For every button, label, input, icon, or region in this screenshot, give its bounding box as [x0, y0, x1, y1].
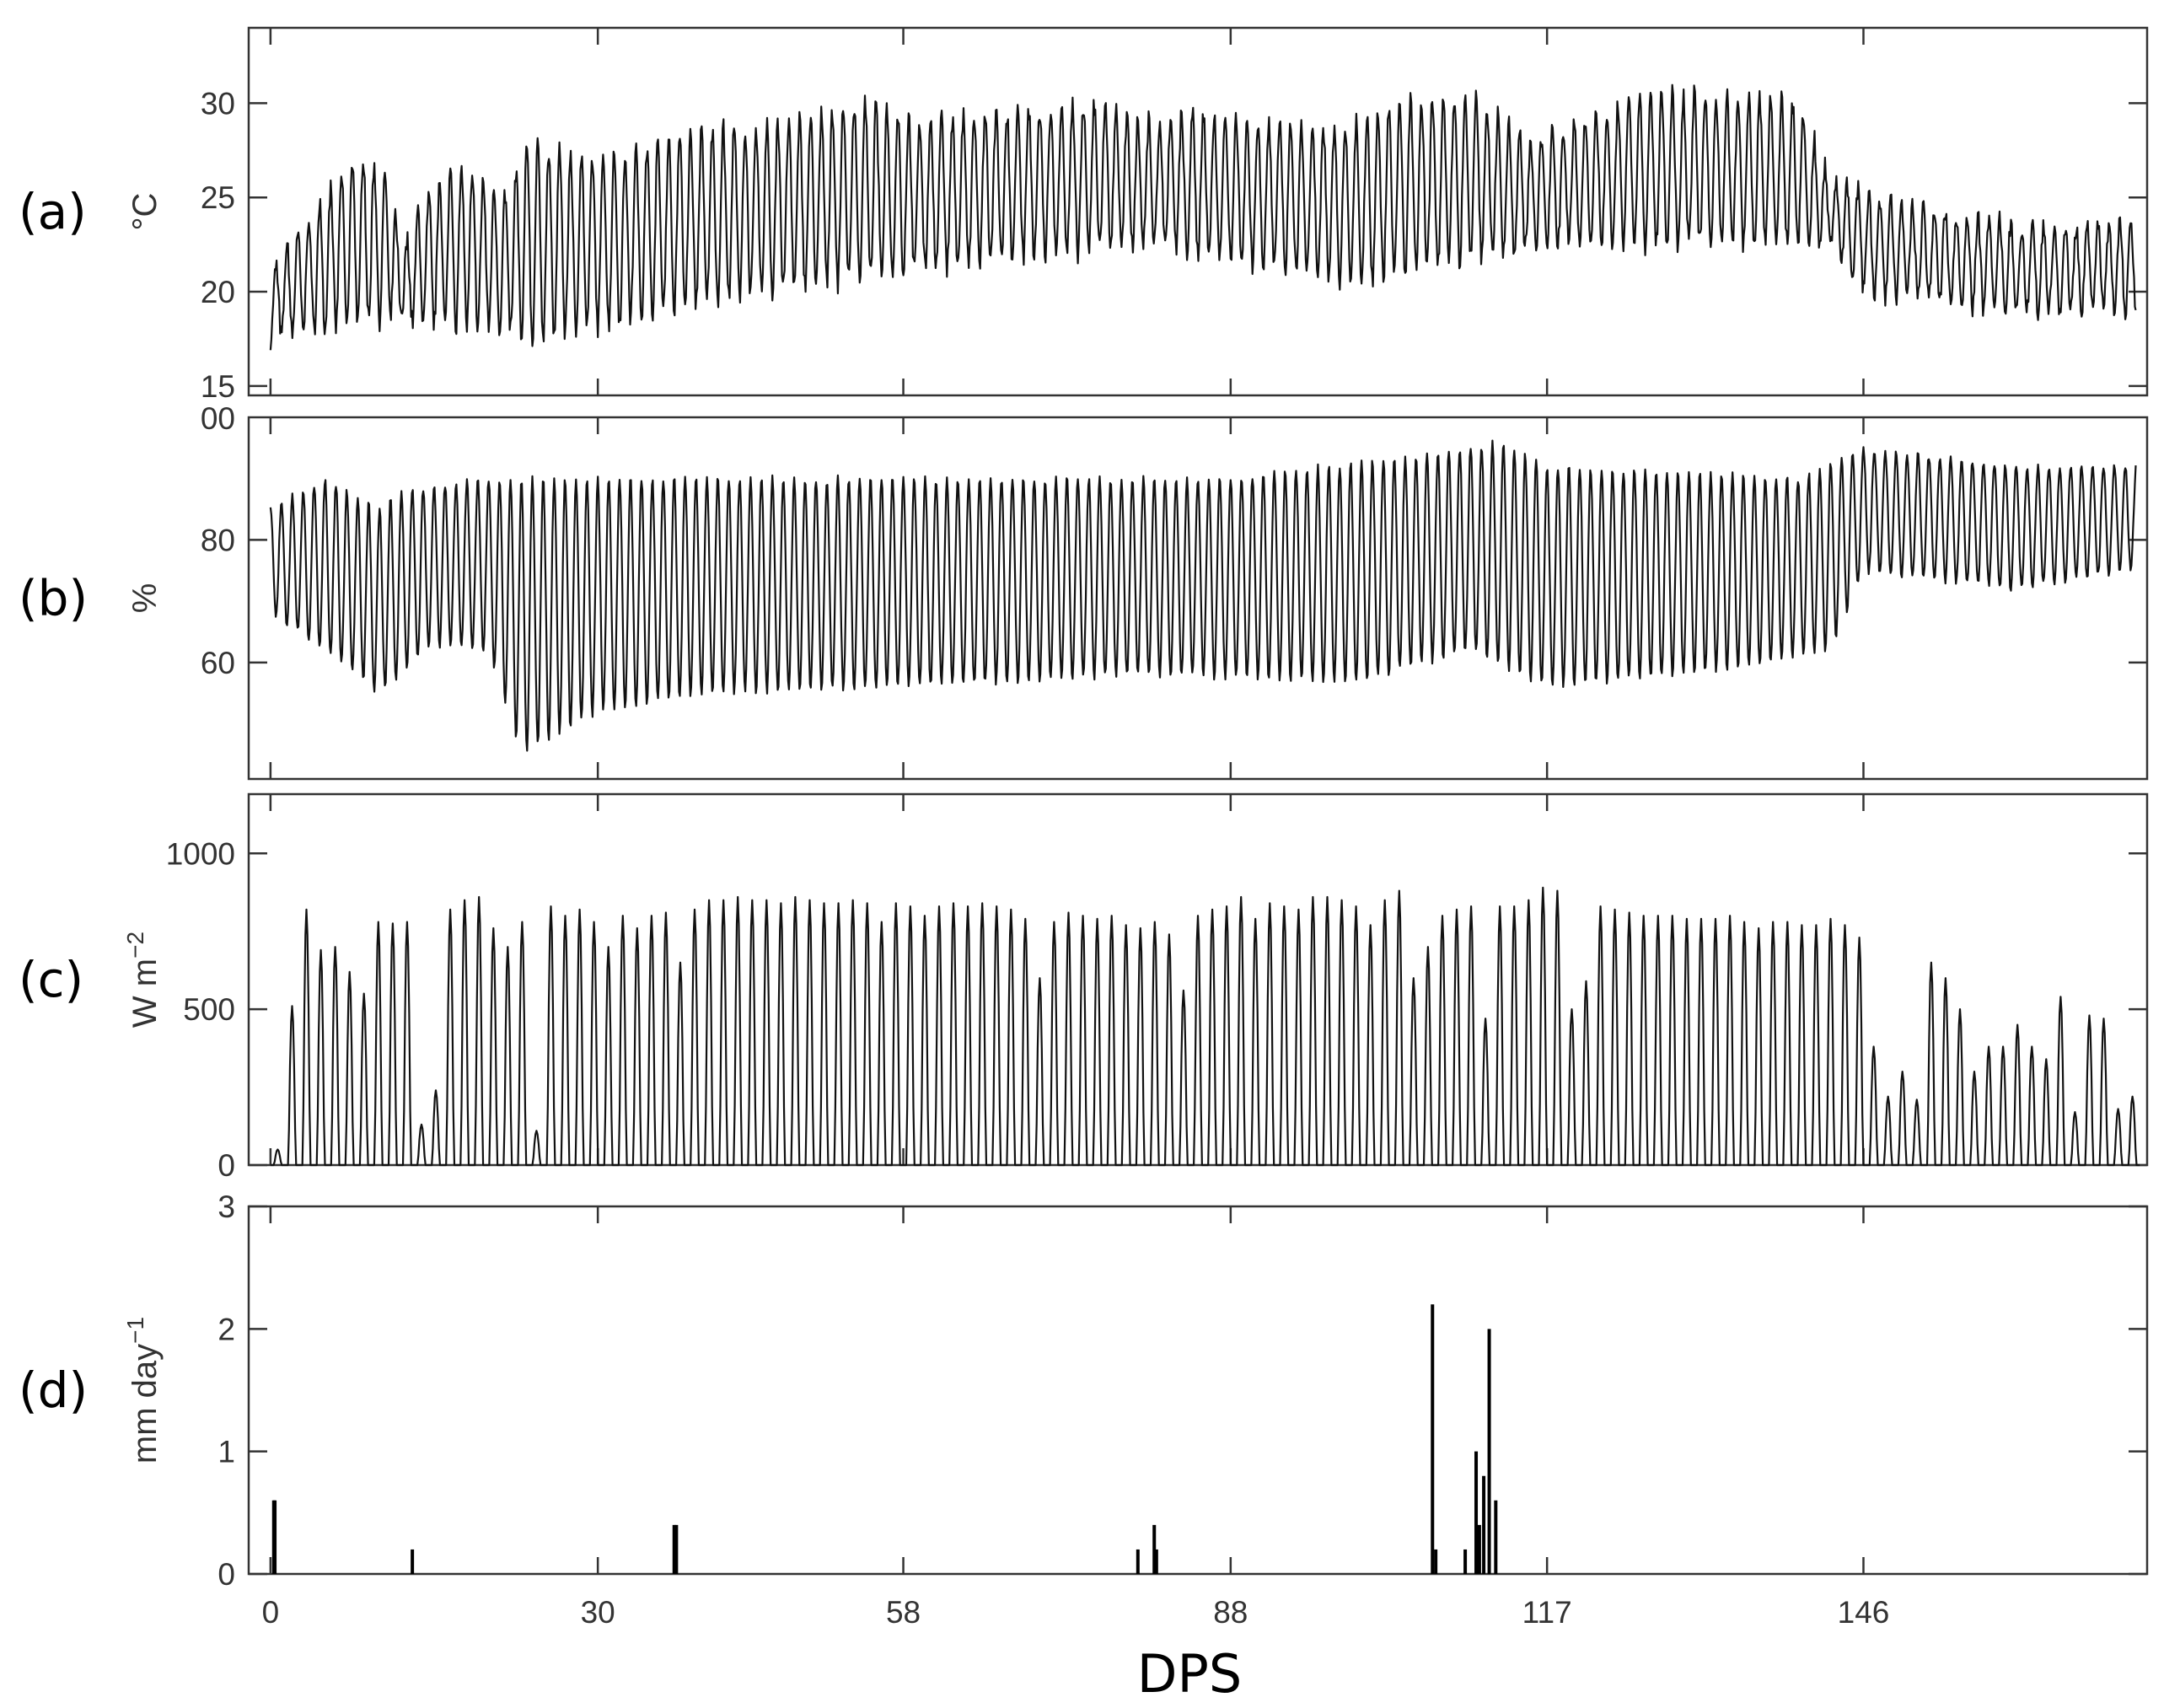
y-tick-label: 3: [217, 1190, 235, 1224]
y-tick-label: 60: [201, 646, 235, 680]
y-tick-label: 2: [217, 1312, 235, 1346]
series-line-a: [269, 83, 2137, 351]
panel-label-a: (a): [19, 183, 87, 240]
y-tick-label: 1000: [166, 836, 235, 871]
y-tick-label-top: 00: [201, 401, 235, 436]
y-axis-label: W m−2: [122, 932, 164, 1028]
plot-frame: [247, 416, 2149, 781]
panel-b: 60 80 00% (b): [19, 401, 2149, 781]
panel-label-c: (c): [19, 951, 83, 1008]
x-tick-label: 117: [1522, 1595, 1572, 1630]
panel-label-d: (d): [19, 1362, 88, 1419]
x-axis-label: DPS: [1137, 1643, 1242, 1705]
panel-a: 15 20 25 30 °C (a): [19, 26, 2149, 404]
y-tick-label: 15: [201, 369, 235, 404]
plot-frame: [247, 26, 2149, 397]
y-tick-label: 25: [201, 180, 235, 215]
y-axis-label: %: [126, 583, 164, 614]
y-axis-label: mm day−1: [122, 1317, 164, 1464]
x-tick-label: 0: [262, 1595, 280, 1630]
x-tick-label: 30: [581, 1595, 615, 1630]
panel-c: 0 500 1000 W m−2 (c): [19, 792, 2149, 1183]
plot-frame: [247, 1205, 2149, 1576]
y-tick-label: 20: [201, 275, 235, 309]
y-tick-label: 1: [217, 1435, 235, 1469]
series-line-c: [270, 886, 2140, 1167]
y-axis-label: °C: [126, 193, 164, 231]
panel-d: 0 1 2 3 mm day−1 (d) 0 30 58 88 117 146 DPS: [19, 1190, 2149, 1705]
x-tick-label: 146: [1838, 1595, 1890, 1630]
x-tick-label: 58: [886, 1595, 921, 1630]
x-tick-label: 88: [1213, 1595, 1248, 1630]
y-tick-label: 0: [217, 1557, 235, 1592]
series-line-b: [269, 439, 2137, 752]
panel-label-b: (b): [19, 570, 88, 627]
y-tick-label: 0: [217, 1148, 235, 1183]
plot-frame: [247, 792, 2149, 1167]
y-tick-label: 500: [183, 992, 235, 1027]
y-tick-label: 80: [201, 523, 235, 557]
y-tick-label: 30: [201, 86, 235, 121]
